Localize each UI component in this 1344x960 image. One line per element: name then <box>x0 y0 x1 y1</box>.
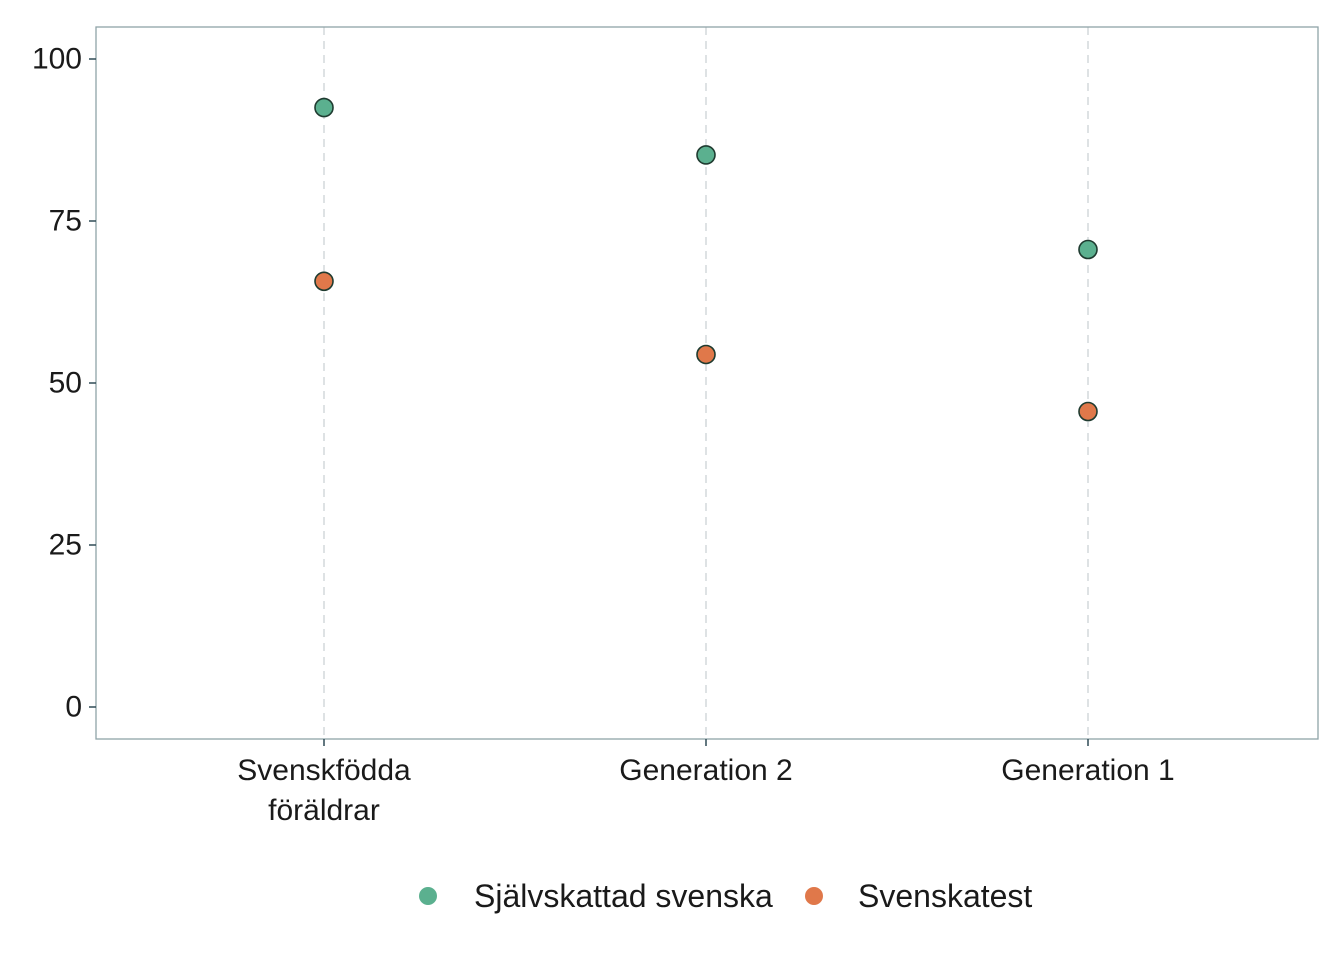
y-tick-label: 75 <box>49 205 82 238</box>
data-point <box>696 145 716 165</box>
y-axis: 0 25 50 75 100 <box>32 43 96 724</box>
legend: Självskattad svenska Svenskatest <box>419 878 1032 914</box>
x-tick-label: Svenskfödda föräldrar <box>237 754 411 827</box>
legend-marker <box>805 887 823 905</box>
data-point <box>1078 401 1098 422</box>
data-point <box>696 344 716 365</box>
x-tick-label: Generation 2 <box>619 754 792 787</box>
legend-label: Självskattad svenska <box>474 878 773 914</box>
legend-label: Svenskatest <box>858 878 1032 914</box>
data-points <box>314 97 1098 422</box>
x-tick-label: Generation 1 <box>1001 754 1174 787</box>
legend-marker <box>419 887 437 905</box>
category-gridlines <box>323 27 1089 739</box>
data-point <box>1078 239 1098 260</box>
data-point <box>314 271 334 292</box>
y-tick-label: 25 <box>49 529 82 562</box>
y-tick-label: 0 <box>65 691 82 724</box>
y-tick-label: 100 <box>32 43 82 76</box>
y-tick-label: 50 <box>49 367 82 400</box>
plot-panel-border <box>95 26 1319 740</box>
x-axis: Svenskfödda föräldrar Generation 2 Generati… <box>237 739 1175 827</box>
data-point <box>314 97 334 118</box>
